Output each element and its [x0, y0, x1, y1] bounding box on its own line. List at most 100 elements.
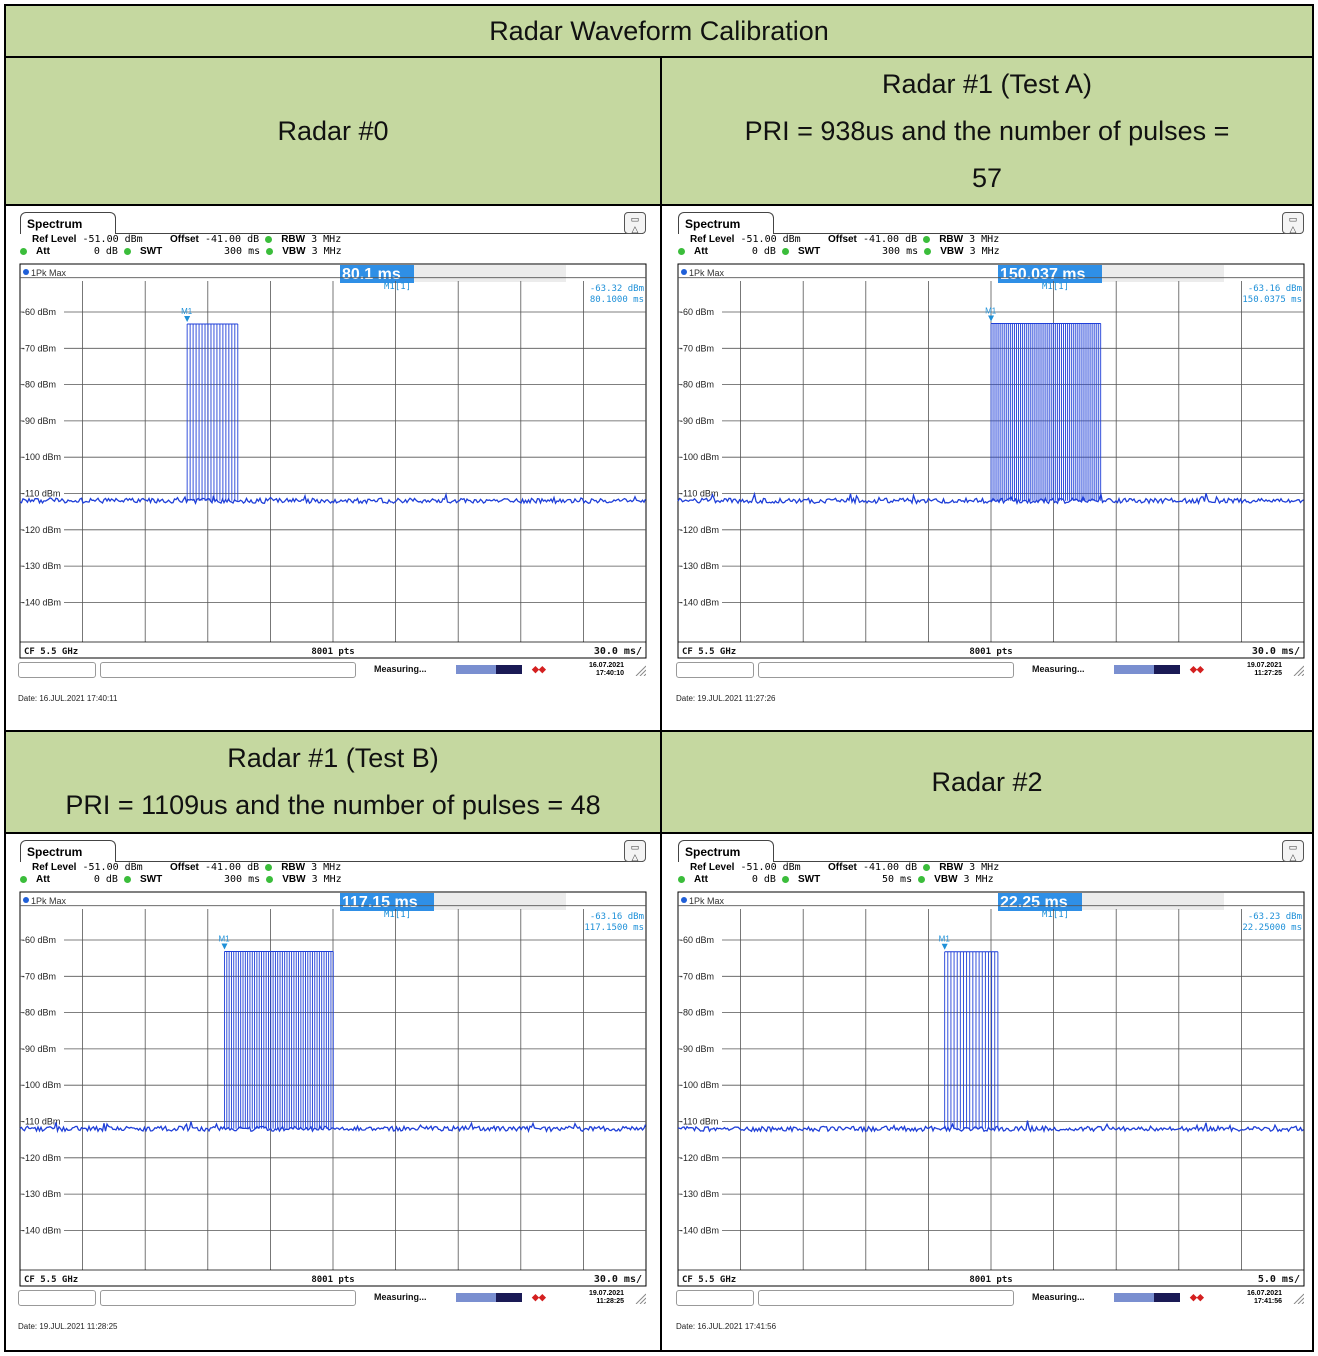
y-tick-label: -90 dBm — [22, 416, 56, 426]
status-field — [758, 662, 1014, 678]
swt-label: SWT — [798, 874, 821, 885]
marker-time: 117.1500 ms — [584, 923, 644, 933]
marker-time: 22.25000 ms — [1242, 923, 1302, 933]
trace-indicator-icon — [23, 897, 29, 903]
y-tick-label: -70 dBm — [680, 971, 714, 981]
ref-level-label: Ref Level — [690, 862, 735, 873]
tab-spectrum-label: Spectrum — [685, 845, 741, 859]
time-per-division: 30.0 ms/ — [594, 646, 642, 657]
tab-spectrum[interactable]: Spectrum — [678, 840, 774, 862]
timestamp-time: 11:27:25 — [1254, 670, 1282, 677]
y-tick-label: -60 dBm — [680, 307, 714, 317]
header-radar1a-line1: Radar #1 (Test A) — [881, 68, 1093, 99]
status-dot-icon — [781, 875, 789, 883]
offset-label: Offset — [170, 234, 199, 245]
center-frequency: CF 5.5 GHz — [682, 1275, 736, 1285]
vbw-label: VBW — [282, 246, 306, 257]
noise-floor-trace — [19, 1121, 647, 1134]
status-dot-icon — [123, 875, 131, 883]
marker-value-box — [998, 265, 1102, 283]
offset-value: -41.00 dB — [862, 862, 918, 873]
date-footer: Date: 16.JUL.2021 17:41:56 — [676, 1322, 777, 1331]
center-frequency: CF 5.5 GHz — [24, 1275, 78, 1285]
status-dot-icon — [20, 875, 27, 883]
sweep-points: 8001 pts — [311, 1275, 354, 1285]
swt-value: 300 ms — [224, 246, 261, 257]
display-config-icon[interactable]: ▭ △ — [624, 840, 646, 862]
progress-bar — [1114, 665, 1180, 674]
y-tick-label: -60 dBm — [680, 935, 714, 945]
display-config-icon[interactable]: ▭ △ — [624, 212, 646, 234]
marker-level: -63.23 dBm — [1248, 912, 1302, 922]
ref-level-value: -51.00 dBm — [82, 862, 143, 873]
measuring-status: Measuring... — [1032, 1292, 1085, 1302]
ref-level-value: -51.00 dBm — [740, 234, 801, 245]
timestamp-date: 19.07.2021 — [588, 1290, 624, 1297]
tab-rule — [115, 861, 643, 862]
resize-grip-icon[interactable] — [1292, 664, 1304, 676]
header-radar1b-line2: PRI = 1109us and the number of pulses = … — [65, 790, 601, 820]
y-tick-label: -130 dBm — [680, 1189, 719, 1199]
resize-grip-icon[interactable] — [634, 1292, 646, 1304]
y-tick-label: -100 dBm — [680, 452, 719, 462]
display-config-icon[interactable]: ▭ △ — [1282, 212, 1304, 234]
marker-icon[interactable] — [221, 943, 228, 950]
spectrum-analyzer-screen: Spectrum ▭ △ Ref Level -51.00 dBm Offset … — [674, 212, 1306, 716]
table-title: Radar Waveform Calibration — [489, 15, 829, 46]
marker-name: M1[1] — [1042, 282, 1069, 292]
offset-row: Offset -41.00 dB RBW 3 MHz — [170, 234, 341, 245]
status-dot-icon — [923, 235, 931, 243]
marker-icon[interactable] — [184, 316, 191, 323]
measuring-status: Measuring... — [374, 664, 427, 674]
marker-level: -63.32 dBm — [590, 284, 644, 294]
y-tick-label: -140 dBm — [22, 597, 61, 607]
rs-logo-icon: ◆◆ — [532, 664, 546, 674]
y-tick-label: -100 dBm — [22, 1080, 61, 1090]
ref-level-row: Ref Level -51.00 dBm — [690, 234, 801, 245]
marker-icon[interactable] — [988, 315, 995, 322]
trace-indicator-icon — [681, 269, 687, 275]
measuring-status: Measuring... — [374, 1292, 427, 1302]
marker-big-value: 80.1 ms — [342, 266, 401, 283]
rbw-value: 3 MHz — [311, 234, 342, 245]
marker-time: 150.0375 ms — [1242, 295, 1302, 305]
grid-line — [6, 56, 1312, 58]
panel-radar2: Spectrum ▭ △ Ref Level -51.00 dBm Offset … — [674, 840, 1306, 1344]
tab-spectrum[interactable]: Spectrum — [20, 840, 116, 862]
y-tick-label: -140 dBm — [680, 1225, 719, 1235]
y-tick-label: -110 dBm — [680, 489, 718, 499]
marker-icon[interactable] — [941, 943, 948, 950]
resize-grip-icon[interactable] — [1292, 1292, 1304, 1304]
grid-line — [660, 56, 662, 1350]
swt-value: 50 ms — [882, 874, 913, 885]
att-label: Att — [694, 874, 708, 885]
time-per-division: 5.0 ms/ — [1258, 1274, 1300, 1285]
tab-spectrum-label: Spectrum — [685, 217, 741, 231]
sweep-points: 8001 pts — [969, 1275, 1012, 1285]
att-value: 0 dB — [751, 874, 776, 885]
swt-value: 300 ms — [224, 874, 261, 885]
center-frequency: CF 5.5 GHz — [24, 647, 78, 657]
marker-level: -63.16 dBm — [590, 912, 644, 922]
offset-row: Offset -41.00 dB RBW 3 MHz — [828, 234, 999, 245]
att-value: 0 dB — [751, 246, 776, 257]
time-per-division: 30.0 ms/ — [1252, 646, 1300, 657]
rs-logo-icon: ◆◆ — [1190, 664, 1204, 674]
status-dot-icon — [924, 247, 932, 255]
tab-spectrum[interactable]: Spectrum — [20, 212, 116, 234]
tab-spectrum[interactable]: Spectrum — [678, 212, 774, 234]
timestamp: 16.07.2021 17:41:56 — [1236, 1290, 1282, 1306]
display-config-icon[interactable]: ▭ △ — [1282, 840, 1304, 862]
ref-level-row: Ref Level -51.00 dBm — [32, 234, 143, 245]
header-radar1a-line3: 57 — [971, 162, 1003, 193]
header-radar2: Radar #2 — [662, 732, 1312, 832]
rbw-label: RBW — [281, 862, 306, 873]
resize-grip-icon[interactable] — [634, 664, 646, 676]
marker-level: -63.16 dBm — [1248, 284, 1302, 294]
vbw-value: 3 MHz — [311, 874, 342, 885]
y-tick-label: -70 dBm — [680, 343, 714, 353]
sweep-points: 8001 pts — [969, 647, 1012, 657]
progress-bar — [456, 1293, 522, 1302]
grid-line — [6, 832, 1312, 834]
